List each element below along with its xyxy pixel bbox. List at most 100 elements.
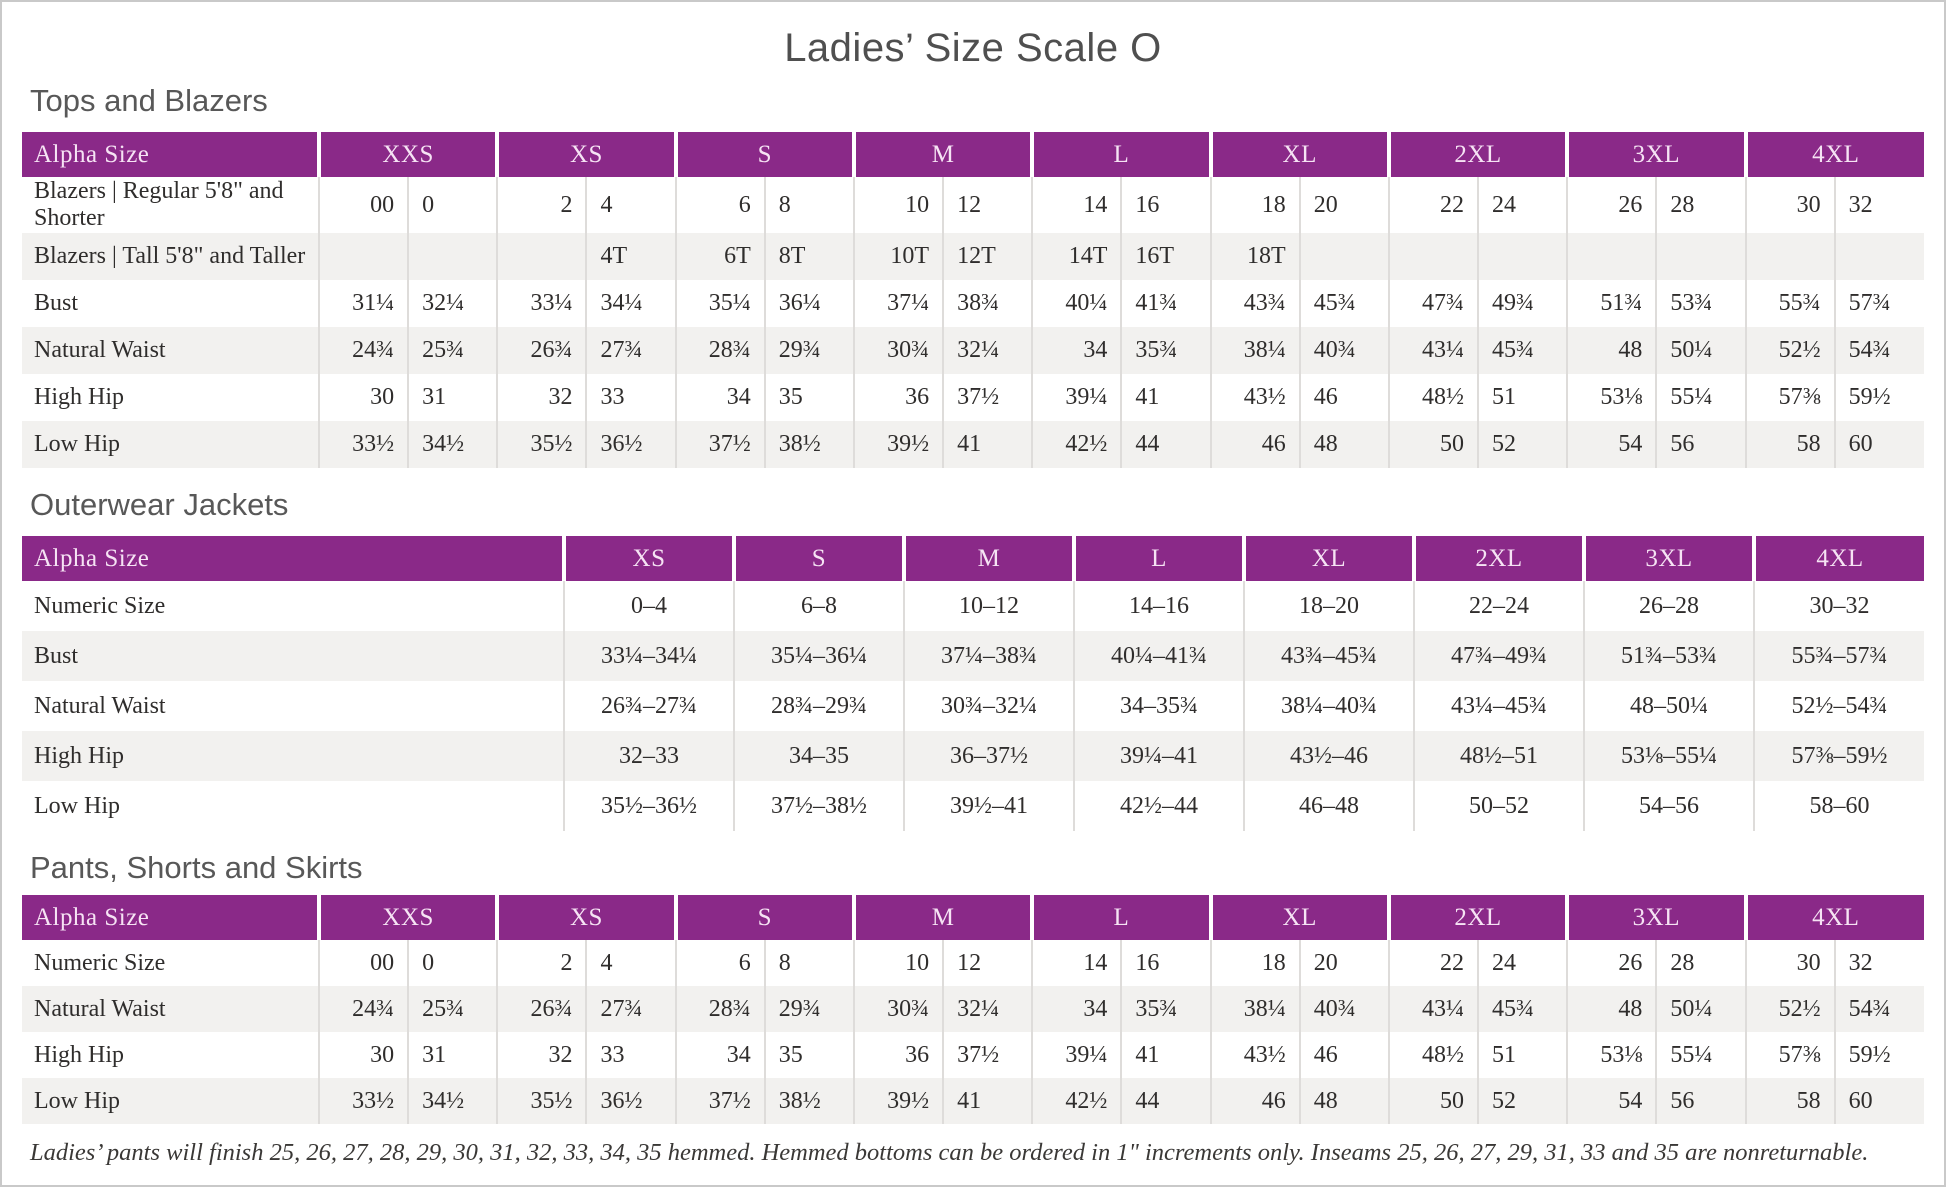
size-value-cell: 59½ <box>1833 1032 1924 1078</box>
section-title-tops-and-blazers: Tops and Blazers <box>30 83 268 118</box>
section-title-outerwear-jackets: Outerwear Jackets <box>30 487 289 522</box>
size-value-cell: 46 <box>1298 1032 1389 1078</box>
size-value-cell: 35½ <box>496 1078 587 1124</box>
size-value-cell: 36 <box>852 374 944 421</box>
size-value-cell: 51¾ <box>1566 280 1657 327</box>
size-value-cell: 31 <box>407 1032 498 1078</box>
size-value-cell: 24¾ <box>317 986 409 1032</box>
table-row-blazers-regular-5-8-and-shorter: Blazers | Regular 5'8" and Shorter 00 0 2 4 6… <box>22 177 1924 233</box>
size-column-header-3xl: 3XL <box>1582 536 1754 581</box>
table-row-low-hip: Low Hip 35½–36½ 37½–38½ 39½–41 42½–44 46–48 50… <box>22 781 1924 831</box>
size-value-cell: 52½ <box>1744 986 1835 1032</box>
size-value-cell: 50 <box>1387 421 1479 468</box>
size-column-header-2xl: 2XL <box>1386 895 1568 940</box>
size-table-container-pants-shorts-and-skirts: Alpha Size XXS XS S M L XL 2XL 3XL 4XL Numeric Siz… <box>22 895 1924 1124</box>
size-value-cell: 30 <box>1744 177 1835 233</box>
size-range-cell: 30–32 <box>1753 581 1924 631</box>
size-value-cell: 38¼ <box>1209 327 1300 374</box>
size-value-cell: 32¼ <box>407 280 498 327</box>
size-value-cell: 46 <box>1298 374 1389 421</box>
size-value-cell: 24 <box>1477 940 1568 986</box>
size-value-cell: 39½ <box>852 421 944 468</box>
size-value-cell: 32¼ <box>942 327 1033 374</box>
size-column-header-xs: XS <box>495 895 676 940</box>
size-column-header-xs: XS <box>495 132 676 177</box>
size-value-cell: 50¼ <box>1655 327 1746 374</box>
size-column-header-4xl: 4XL <box>1743 895 1924 940</box>
size-range-cell: 52½–54¾ <box>1753 681 1924 731</box>
size-value-cell: 52 <box>1477 421 1568 468</box>
size-value-cell: 48 <box>1298 421 1389 468</box>
size-column-header-l: L <box>1072 536 1244 581</box>
row-label: Natural Waist <box>34 337 166 363</box>
row-label: Low Hip <box>34 431 120 457</box>
size-value-cell: 48 <box>1566 327 1657 374</box>
size-value-cell: 4 <box>585 940 676 986</box>
size-value-cell: 57⅜ <box>1744 1032 1835 1078</box>
table-row-high-hip: High Hip 32–33 34–35 36–37½ 39¼–41 43½–46 48½–… <box>22 731 1924 781</box>
size-value-cell: 29¾ <box>763 327 854 374</box>
size-value-cell: 30 <box>1744 940 1835 986</box>
size-value-cell: 34 <box>1031 327 1122 374</box>
table-row-numeric-size: Numeric Size 0–4 6–8 10–12 14–16 18–20 22–24 26… <box>22 581 1924 631</box>
size-value-cell: 25¾ <box>407 327 498 374</box>
size-value-cell: 56 <box>1655 1078 1746 1124</box>
size-value-cell: 30 <box>317 1032 409 1078</box>
footnote: Ladies’ pants will finish 25, 26, 27, 28… <box>30 1139 1869 1166</box>
size-value-cell: 39¼ <box>1031 1032 1122 1078</box>
size-column-header-m: M <box>902 536 1074 581</box>
size-value-cell: 8 <box>763 177 854 233</box>
size-range-cell: 43¾–45¾ <box>1243 631 1414 681</box>
size-value-cell: 43½ <box>1209 374 1300 421</box>
size-value-cell: 33½ <box>317 1078 409 1124</box>
size-value-cell: 12T <box>942 233 1033 280</box>
size-column-header-xxs: XXS <box>316 132 498 177</box>
size-value-cell: 32¼ <box>942 986 1033 1032</box>
size-value-cell: 50 <box>1387 1078 1479 1124</box>
size-value-cell: 48½ <box>1387 374 1479 421</box>
size-range-cell: 55¾–57¾ <box>1753 631 1924 681</box>
row-label: Bust <box>34 290 79 316</box>
size-value-cell: 6T <box>674 233 765 280</box>
size-range-cell: 37½–38½ <box>733 781 904 831</box>
size-range-cell: 57⅜–59½ <box>1753 731 1924 781</box>
size-range-cell: 36–37½ <box>903 731 1074 781</box>
size-range-cell: 51¾–53¾ <box>1583 631 1754 681</box>
size-value-cell: 28 <box>1655 940 1746 986</box>
size-value-cell: 43¾ <box>1209 280 1300 327</box>
row-label: Blazers | Regular 5'8" and Shorter <box>34 178 284 231</box>
size-value-cell: 28 <box>1655 177 1746 233</box>
size-value-cell: 57⅜ <box>1744 374 1835 421</box>
size-value-cell: 55¼ <box>1655 1032 1746 1078</box>
size-value-cell: 36¼ <box>763 280 854 327</box>
row-label: Bust <box>34 642 79 669</box>
size-value-cell: 59½ <box>1833 374 1924 421</box>
row-label: Low Hip <box>34 792 120 819</box>
size-value-cell: 33¼ <box>496 280 587 327</box>
size-value-cell <box>1387 233 1479 280</box>
size-value-cell: 35¾ <box>1120 327 1211 374</box>
size-value-cell: 35½ <box>496 421 587 468</box>
size-value-cell: 34 <box>674 374 765 421</box>
table-row-numeric-size: Numeric Size 00 0 2 4 6 8 10 12 14 16 18 20 22 24 26 28 3… <box>22 940 1924 986</box>
size-value-cell: 36½ <box>585 1078 676 1124</box>
size-range-cell: 53⅛–55¼ <box>1583 731 1754 781</box>
size-value-cell: 42½ <box>1031 421 1122 468</box>
size-value-cell: 45¾ <box>1477 327 1568 374</box>
size-value-cell: 24 <box>1477 177 1568 233</box>
size-value-cell <box>1298 233 1389 280</box>
size-value-cell: 4T <box>585 233 676 280</box>
size-column-header-xxs: XXS <box>316 895 498 940</box>
size-value-cell: 51 <box>1477 374 1568 421</box>
size-value-cell: 25¾ <box>407 986 498 1032</box>
size-value-cell: 2 <box>496 940 587 986</box>
size-value-cell: 50¼ <box>1655 986 1746 1032</box>
size-value-cell: 34 <box>674 1032 765 1078</box>
size-value-cell: 32 <box>496 374 587 421</box>
size-value-cell: 55¾ <box>1744 280 1835 327</box>
size-value-cell: 26 <box>1566 177 1657 233</box>
size-column-header-s: S <box>673 895 854 940</box>
row-label: Numeric Size <box>34 592 166 619</box>
page-title: Ladies’ Size Scale O <box>784 26 1162 70</box>
size-value-cell: 34¼ <box>585 280 676 327</box>
